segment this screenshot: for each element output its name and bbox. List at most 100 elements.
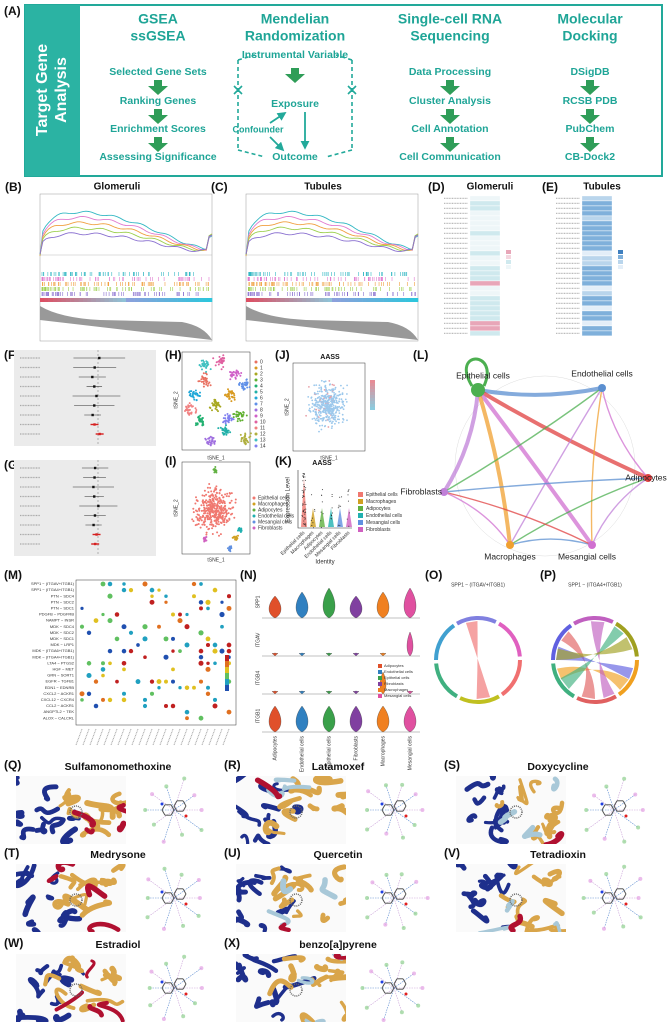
flow-arrow <box>580 109 600 124</box>
cell-dot <box>330 395 332 398</box>
flow-arrow <box>148 137 168 152</box>
interaction-dot <box>101 673 105 678</box>
flow-arrow <box>580 137 600 152</box>
cell-dot <box>333 407 335 410</box>
violin-shape <box>349 705 363 733</box>
interaction-edge <box>509 387 603 546</box>
heat-cell <box>581 215 613 221</box>
ribbon <box>52 899 71 910</box>
ribbon <box>525 923 561 932</box>
flow-arrow <box>580 80 600 95</box>
cell-dot <box>245 414 248 417</box>
cell-dot <box>198 419 201 422</box>
residue-node <box>636 825 641 830</box>
ribbon <box>100 972 111 982</box>
estimate-point <box>95 533 98 536</box>
residue-node <box>369 969 374 974</box>
cell-dot <box>325 403 328 405</box>
interaction-dot <box>114 636 120 642</box>
interaction-line <box>366 987 395 1008</box>
violin-shape <box>406 631 414 657</box>
interaction-line <box>393 973 415 989</box>
cell-dot <box>232 506 235 509</box>
rank-band <box>181 298 187 302</box>
cell-dot <box>315 405 318 408</box>
cell-dot <box>333 394 336 397</box>
chord-link <box>561 631 595 699</box>
cell-dot <box>205 377 208 380</box>
jitter-dot <box>304 517 306 519</box>
heat-cell <box>581 200 613 206</box>
cell-dot <box>222 354 225 357</box>
violin-shape <box>352 690 360 695</box>
cell-dot <box>311 406 313 408</box>
column-label-stub <box>159 728 167 746</box>
ligand-atom <box>184 902 188 906</box>
interaction-dot <box>205 599 211 605</box>
ligand-bond <box>402 888 407 895</box>
cell-dot <box>321 410 324 413</box>
ligand-bond <box>610 897 615 904</box>
legend-swatch <box>618 250 623 254</box>
cell-dot <box>199 517 202 520</box>
cell-dot <box>316 397 319 399</box>
cell-dot <box>336 406 339 408</box>
chord-arc <box>617 659 639 697</box>
interaction-dot <box>101 697 105 702</box>
interaction-dot <box>206 661 210 666</box>
ligand-bond <box>381 804 386 811</box>
cell-dot <box>240 437 243 439</box>
ribbon <box>34 821 48 835</box>
interaction-dot <box>198 654 204 660</box>
heat-cell <box>469 265 501 271</box>
legend-label: Endothelial cells <box>258 513 295 519</box>
cell-dot <box>219 488 222 491</box>
interaction-dot <box>177 618 183 624</box>
interaction-dot <box>164 679 168 684</box>
interaction-dot <box>171 612 175 617</box>
cell-dot <box>236 420 239 423</box>
cell-dot <box>206 486 209 489</box>
cell-dot <box>237 529 239 532</box>
ligand-atom <box>404 902 408 906</box>
legend-label: 2 <box>260 371 263 377</box>
cell-dot <box>323 425 326 428</box>
jitter-dot <box>302 504 304 506</box>
violin-shape <box>310 508 316 527</box>
ribbon <box>236 889 248 903</box>
cell-dot <box>240 385 243 388</box>
cell-dot <box>218 505 221 508</box>
residue-node <box>151 822 156 827</box>
cell-dot <box>323 389 326 391</box>
cell-dot <box>321 424 324 427</box>
gene-label: ITGB1 <box>255 709 261 724</box>
heat-cell <box>581 295 613 301</box>
jitter-dot <box>302 496 304 498</box>
interaction-dot <box>199 606 203 611</box>
rank-band <box>366 298 371 302</box>
cell-dot <box>210 490 213 493</box>
cell-dot <box>203 540 206 543</box>
interaction-line <box>386 874 395 899</box>
cell-dot <box>209 510 212 513</box>
ligand-bond <box>601 804 606 811</box>
cell-dot <box>249 432 252 435</box>
cell-dot <box>338 409 340 412</box>
chord-link <box>465 621 491 699</box>
cell-dot <box>225 419 228 422</box>
row-label: CXCL12 − CXCR4 <box>41 697 75 702</box>
protein-render <box>16 864 126 932</box>
cell-dot <box>224 422 227 425</box>
jitter-dot <box>303 489 305 491</box>
residue-node <box>162 866 167 871</box>
heat-cell <box>581 280 613 286</box>
ribbon <box>339 1000 346 1022</box>
jitter-dot <box>348 525 350 527</box>
interaction-line <box>606 786 615 811</box>
column-title: Molecular <box>557 11 623 27</box>
cell-dot <box>323 396 326 399</box>
ligand-atom <box>380 802 384 806</box>
cell-dot <box>196 394 199 397</box>
ligand-bond <box>173 800 178 807</box>
cell-dot <box>195 399 198 401</box>
